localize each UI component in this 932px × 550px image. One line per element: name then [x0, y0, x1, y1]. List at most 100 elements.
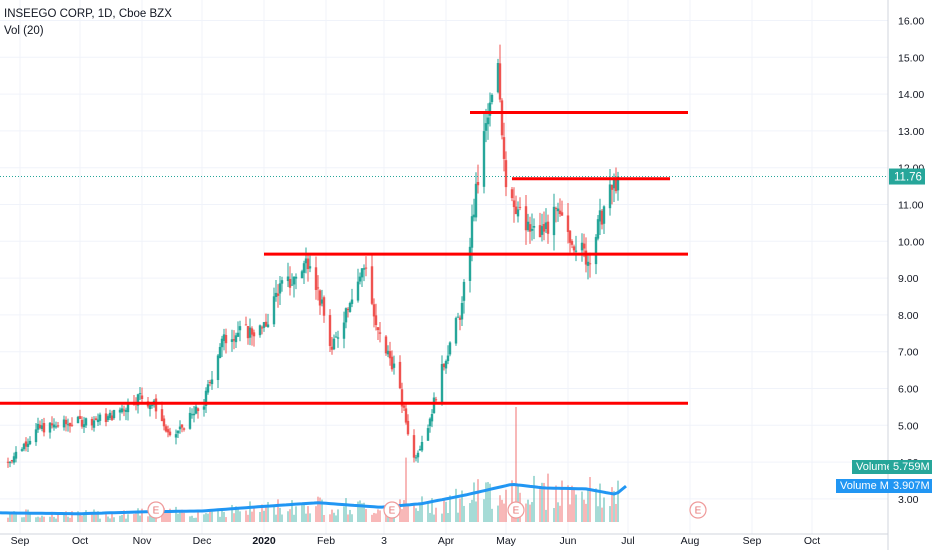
candle-body: [572, 246, 576, 251]
candle: [510, 187, 514, 202]
volume-bar: [57, 512, 59, 522]
volume-bar: [489, 483, 491, 522]
candle: [232, 330, 236, 350]
candle-body: [96, 419, 100, 423]
candle-body: [580, 242, 584, 251]
volume-bar: [149, 511, 151, 522]
candle-body: [612, 179, 616, 189]
volume-bar: [365, 509, 367, 522]
candle-body: [598, 210, 602, 222]
volume-bar: [415, 508, 417, 522]
candle-body: [62, 419, 66, 428]
candle-body: [568, 230, 572, 243]
candle-body: [292, 276, 296, 285]
candle-body: [20, 449, 24, 451]
volume-bar: [165, 510, 167, 522]
volume-bar: [589, 477, 591, 522]
volume-bar: [25, 509, 27, 522]
volume-bar: [587, 489, 589, 522]
candle: [482, 112, 486, 194]
grid-lines: [0, 0, 888, 534]
volume-bar: [95, 513, 97, 522]
candle: [384, 334, 388, 356]
candle-body: [302, 263, 306, 273]
candle-body: [78, 416, 82, 419]
candle: [112, 409, 116, 420]
candle: [498, 44, 502, 103]
earnings-marker: E: [689, 501, 707, 519]
time-tick-label: 2020: [252, 535, 276, 547]
candle-body: [496, 63, 500, 93]
volume-bar: [597, 506, 599, 522]
candle: [234, 332, 238, 348]
candle: [66, 418, 70, 432]
candle-body: [276, 293, 280, 296]
candle: [34, 422, 38, 446]
symbol-title: INSEEGO CORP, 1D, Cboe BZX: [4, 8, 172, 20]
candle-body: [180, 424, 184, 428]
candle-body: [220, 338, 224, 348]
volume-bar: [575, 494, 577, 522]
candle-body: [470, 216, 474, 248]
candle: [62, 415, 66, 431]
volume-bar: [169, 508, 171, 522]
volume-bar: [603, 497, 605, 522]
candle-body: [566, 215, 570, 232]
candle-body: [222, 334, 226, 341]
volume-bar: [431, 498, 433, 522]
candle: [598, 198, 602, 236]
volume-bar: [9, 513, 11, 522]
volume-bar: [413, 503, 415, 522]
candle: [178, 420, 182, 434]
volume-bar: [601, 507, 603, 522]
time-tick-label: Jun: [560, 535, 577, 547]
volume-bar: [29, 513, 31, 522]
volume-bar: [21, 517, 23, 522]
volume-bar: [123, 510, 125, 522]
candle: [262, 321, 266, 332]
last-price-badge: [889, 168, 925, 185]
volume-bar: [275, 514, 277, 522]
candle-body: [376, 327, 380, 331]
volume-bar: [163, 508, 165, 522]
volume-bar: [203, 514, 205, 522]
volume-bar: [405, 457, 407, 522]
volume-bar: [71, 511, 73, 522]
candle: [260, 325, 264, 335]
volume-bar: [69, 517, 71, 522]
volume-bar: [39, 517, 41, 522]
volume-bar: [267, 501, 269, 522]
volume-bar: [573, 487, 575, 522]
candle-body: [26, 443, 30, 447]
candle-body: [162, 418, 166, 427]
volume-bar: [263, 510, 265, 522]
candle-body: [322, 297, 326, 316]
candle-body: [348, 302, 352, 312]
volume-bar: [377, 509, 379, 522]
candle-body: [238, 326, 242, 331]
volume-bar: [197, 510, 199, 522]
volume-bar: [371, 514, 373, 522]
volume-bar: [337, 509, 339, 522]
volume-bar: [211, 511, 213, 522]
candle: [372, 298, 376, 328]
candle-body: [378, 332, 382, 334]
candle: [416, 450, 420, 463]
candle: [460, 296, 464, 327]
candle: [28, 436, 32, 446]
candle: [192, 405, 196, 423]
volume-bar: [207, 513, 209, 522]
volume-bar: [463, 505, 465, 522]
volume-bar: [441, 513, 443, 522]
candle: [182, 427, 186, 432]
volume-bar: [183, 512, 185, 522]
candle-body: [514, 206, 518, 215]
volume-bar: [279, 507, 281, 522]
price-tick-label: 11.00: [898, 200, 924, 212]
candle-body: [336, 337, 340, 339]
price-tick-label: 10.00: [898, 236, 924, 248]
volume-bar: [333, 512, 335, 522]
candle: [348, 301, 352, 313]
candle: [106, 414, 110, 422]
